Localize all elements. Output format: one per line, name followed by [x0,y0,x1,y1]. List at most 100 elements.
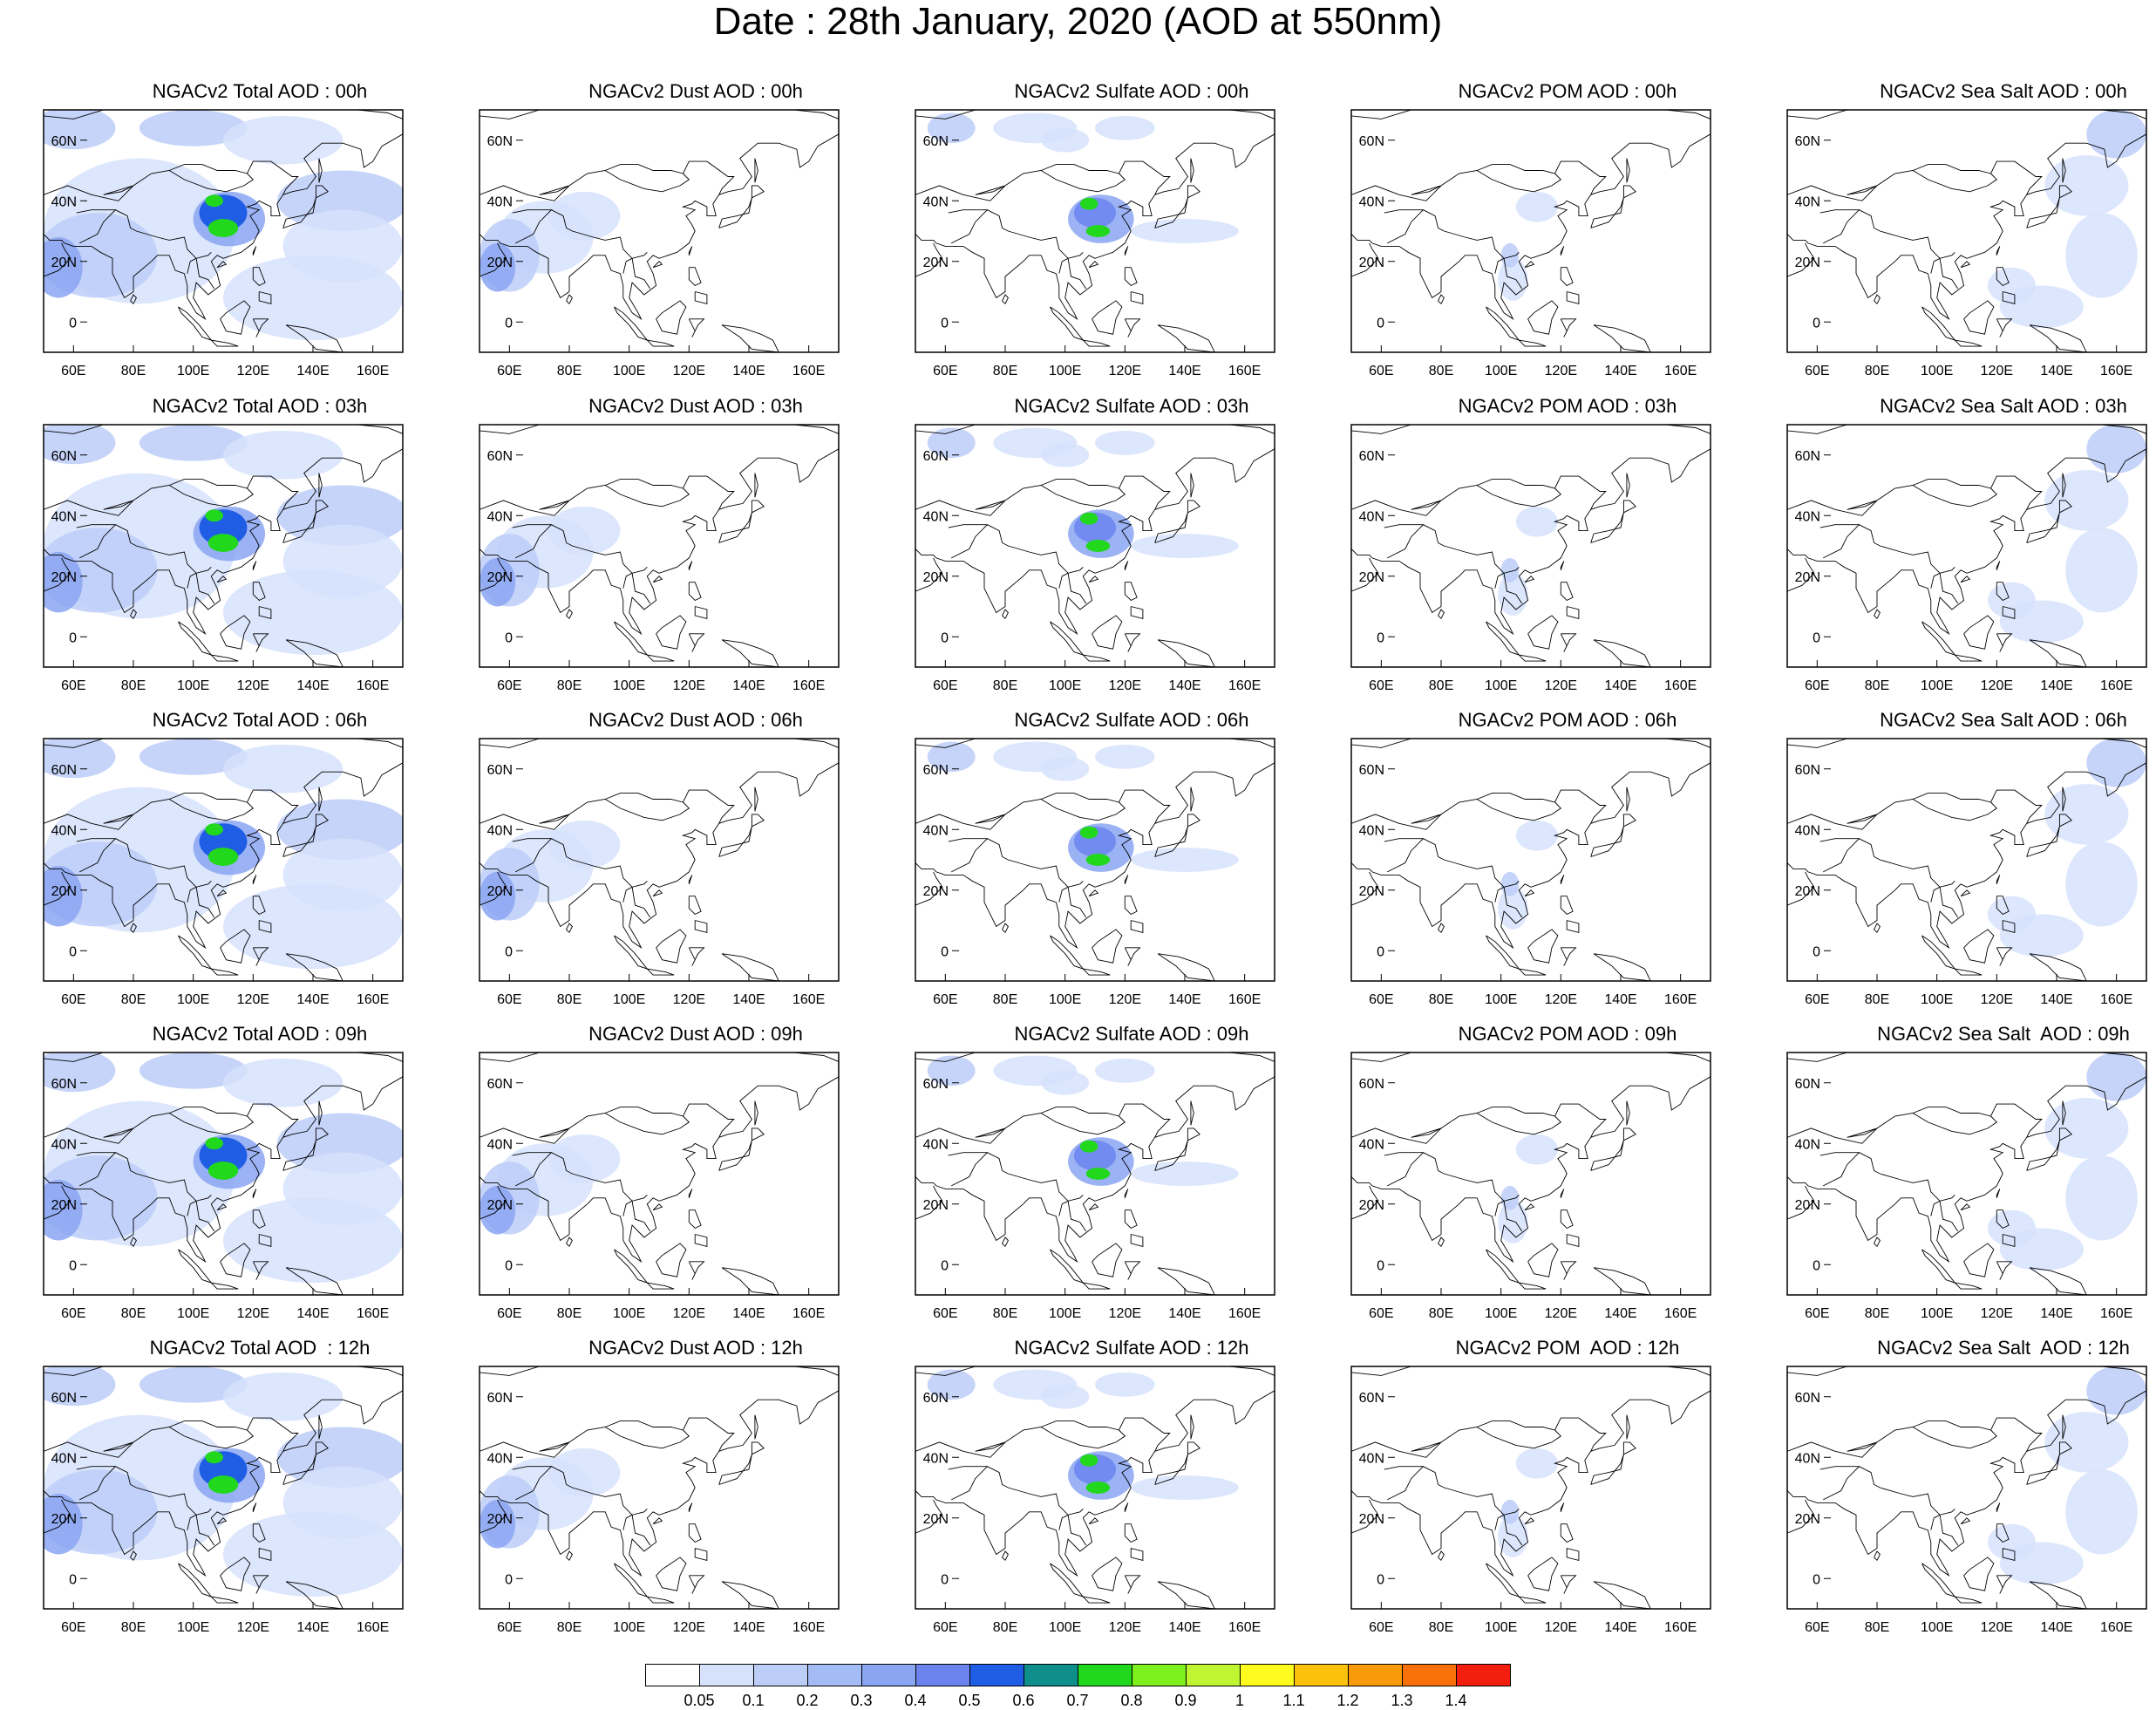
map-plot: 60N 40N 20N 0 60E 80E 100E 120E 140E 160E [915,738,1275,1007]
map-panel: NGACv2 POM AOD : 09h 60N 40N 20N 0 60E 80E 100E… [1350,1023,1785,1337]
plot-frame [479,738,840,982]
map-plot: 60N 40N 20N 0 60E 80E 100E 120E 140E 160E [43,738,404,1007]
lon-tick-label: 120E [1981,992,2013,1007]
aod-patch [2086,739,2146,787]
aod-patch [1041,1070,1090,1095]
lon-tick-label: 100E [1049,992,1081,1007]
map-plot: 60N 40N 20N 0 60E 80E 100E 120E 140E 160E [1350,1052,1711,1321]
colorbar-label: 0.9 [1174,1692,1197,1709]
lon-tick-label: 160E [792,1620,825,1635]
colorbar-swatch [753,1664,808,1686]
aod-patch [2044,470,2129,531]
lon-tick-label: 140E [296,992,329,1007]
map-panel: NGACv2 Sea Salt AOD : 00h 60N 40N 20N 0 60E 80… [1785,80,2156,394]
lon-tick-label: 60E [61,678,85,693]
lat-tick-label: 40N [923,823,949,838]
lon-tick-label: 160E [1228,1306,1261,1321]
lon-tick-label: 80E [1865,678,1889,693]
plot-frame [1786,1366,2147,1610]
coastlines [1351,425,1711,667]
lon-tick-label: 60E [933,678,957,693]
lon-tick-label: 120E [673,992,705,1007]
lat-tick-label: 0 [69,630,77,645]
map-panel: NGACv2 Sulfate AOD : 00h 60N 40N 20N 0 60E 80E… [914,80,1350,394]
aod-patch [548,1448,621,1497]
map-plot: 60N 40N 20N 0 60E 80E 100E 120E 140E 160E [1786,1052,2147,1321]
aod-patch [44,739,116,779]
aod-field [44,739,403,970]
aod-patch [139,425,248,461]
aod-field [927,741,1239,872]
colorbar-swatch [1402,1664,1457,1686]
aod-patch [2044,1098,2129,1159]
lon-tick-label: 120E [237,992,269,1007]
coastlines [44,1053,403,1295]
lon-tick-label: 140E [732,1620,765,1635]
aod-patch [44,1179,83,1241]
map-plot: 60N 40N 20N 0 60E 80E 100E 120E 140E 160E [43,1052,404,1321]
aod-patch [2086,425,2146,473]
lon-tick-label: 140E [1604,1306,1636,1321]
lat-tick-label: 60N [51,763,77,778]
map-panel: NGACv2 POM AOD : 03h 60N 40N 20N 0 60E 80E 100E… [1350,395,1785,709]
lon-tick-label: 60E [933,1620,957,1635]
lat-tick-label: 20N [51,255,77,270]
lat-tick-label: 60N [923,134,949,149]
lon-tick-label: 140E [296,678,329,693]
colorbar-swatch [699,1664,754,1686]
coastlines [479,425,839,667]
lat-tick-label: 60N [1359,1077,1384,1092]
lon-tick-label: 160E [357,364,389,378]
map-panel: NGACv2 Sulfate AOD : 03h 60N 40N 20N 0 60E 80E… [914,395,1350,709]
aod-patch [44,1493,83,1555]
aod-patch [2086,110,2146,159]
lon-tick-label: 60E [1369,1620,1393,1635]
aod-patch [2086,1053,2146,1101]
lon-tick-label: 100E [1485,1620,1517,1635]
lon-tick-label: 120E [1981,1306,2013,1321]
aod-patch [2044,784,2129,845]
lat-tick-label: 20N [1359,884,1384,899]
lat-tick-label: 40N [1795,823,1820,838]
panel-title: NGACv2 Sea Salt AOD : 09h [1877,1023,2130,1045]
lon-tick-label: 60E [61,992,85,1007]
aod-patch [205,1137,223,1150]
lat-tick-label: 0 [505,1572,513,1587]
lat-tick-label: 60N [487,763,513,778]
aod-patch [548,191,621,241]
aod-field [1498,1448,1558,1557]
lat-tick-label: 40N [1359,1451,1384,1466]
aod-patch [223,430,343,480]
map-plot: 60N 40N 20N 0 60E 80E 100E 120E 140E 160E [43,424,404,693]
lon-tick-label: 140E [296,1620,329,1635]
plot-frame [1786,424,2147,668]
lon-tick-label: 80E [557,678,582,693]
coastlines [915,1053,1275,1295]
aod-patch [2086,1366,2146,1415]
lon-tick-label: 160E [1228,992,1261,1007]
lon-tick-label: 120E [237,678,269,693]
map-plot: 60N 40N 20N 0 60E 80E 100E 120E 140E 160E [1786,738,2147,1007]
aod-patch [1131,1162,1239,1186]
lon-tick-label: 80E [1865,1306,1889,1321]
lon-tick-label: 100E [613,1620,645,1635]
plot-frame [915,738,1275,982]
lon-tick-label: 140E [2040,1620,2072,1635]
plot-frame [915,109,1275,353]
coastlines [44,739,403,981]
lon-tick-label: 160E [1664,1306,1697,1321]
aod-patch [44,1053,116,1093]
lon-tick-label: 80E [557,1620,582,1635]
lon-tick-label: 120E [1109,1620,1141,1635]
panel-title: NGACv2 Sea Salt AOD : 03h [1880,395,2127,417]
panel-title: NGACv2 Dust AOD : 03h [588,395,803,417]
lat-tick-label: 20N [1795,255,1820,270]
lat-tick-label: 40N [1359,509,1384,524]
lon-tick-label: 160E [1664,364,1697,378]
lat-tick-label: 60N [51,134,77,149]
aod-patch [1131,534,1239,558]
lon-tick-label: 80E [1865,364,1889,378]
aod-patch [223,255,403,341]
lon-tick-label: 100E [1049,678,1081,693]
lon-tick-label: 140E [2040,992,2072,1007]
